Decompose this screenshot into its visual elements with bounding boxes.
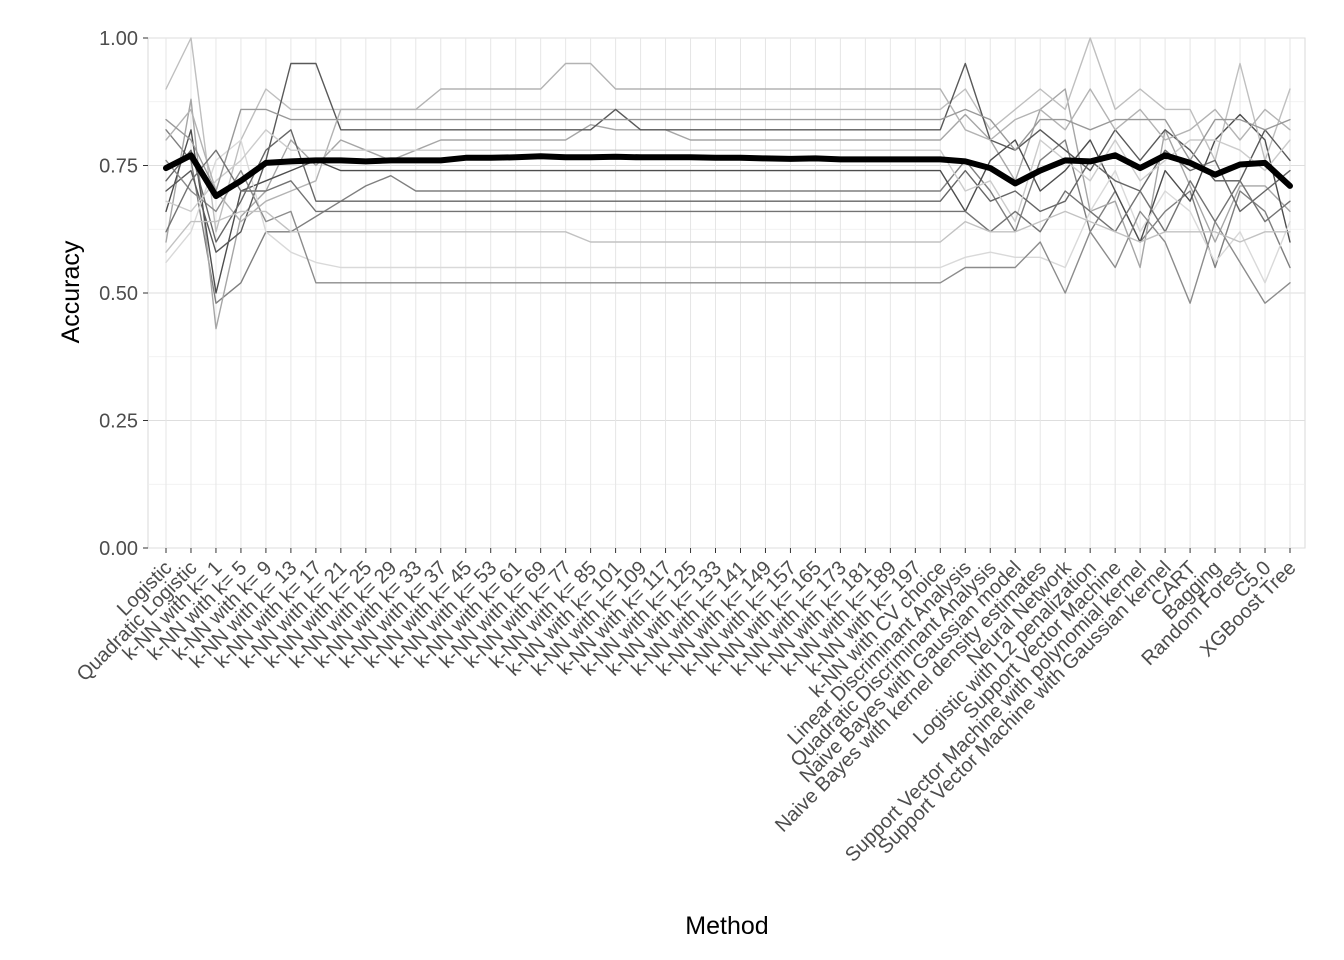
series-line xyxy=(165,139,1291,284)
series-line xyxy=(165,149,1291,233)
y-tick-label: 1.00 xyxy=(99,28,138,50)
series-line xyxy=(165,88,1291,330)
y-axis-title: Accuracy xyxy=(57,240,85,343)
series-line xyxy=(165,210,1291,253)
series-line xyxy=(165,62,1291,253)
series-line xyxy=(165,113,1291,294)
y-tick-label: 0.50 xyxy=(99,283,138,305)
y-axis: 0.00 0.25 0.50 0.75 1.00 xyxy=(99,28,148,560)
y-tick-label: 0.00 xyxy=(99,538,138,560)
series-line xyxy=(165,129,1291,304)
series-lines xyxy=(163,37,1293,330)
x-axis-title: Method xyxy=(685,912,768,940)
y-tick-label: 0.25 xyxy=(99,411,138,433)
series-line xyxy=(165,108,1291,192)
series-line xyxy=(165,62,1291,223)
y-tick-label: 0.75 xyxy=(99,156,138,178)
series-line xyxy=(165,129,1291,243)
mean-series-line xyxy=(163,152,1293,200)
grid xyxy=(147,37,1306,549)
series-line xyxy=(165,159,1291,304)
